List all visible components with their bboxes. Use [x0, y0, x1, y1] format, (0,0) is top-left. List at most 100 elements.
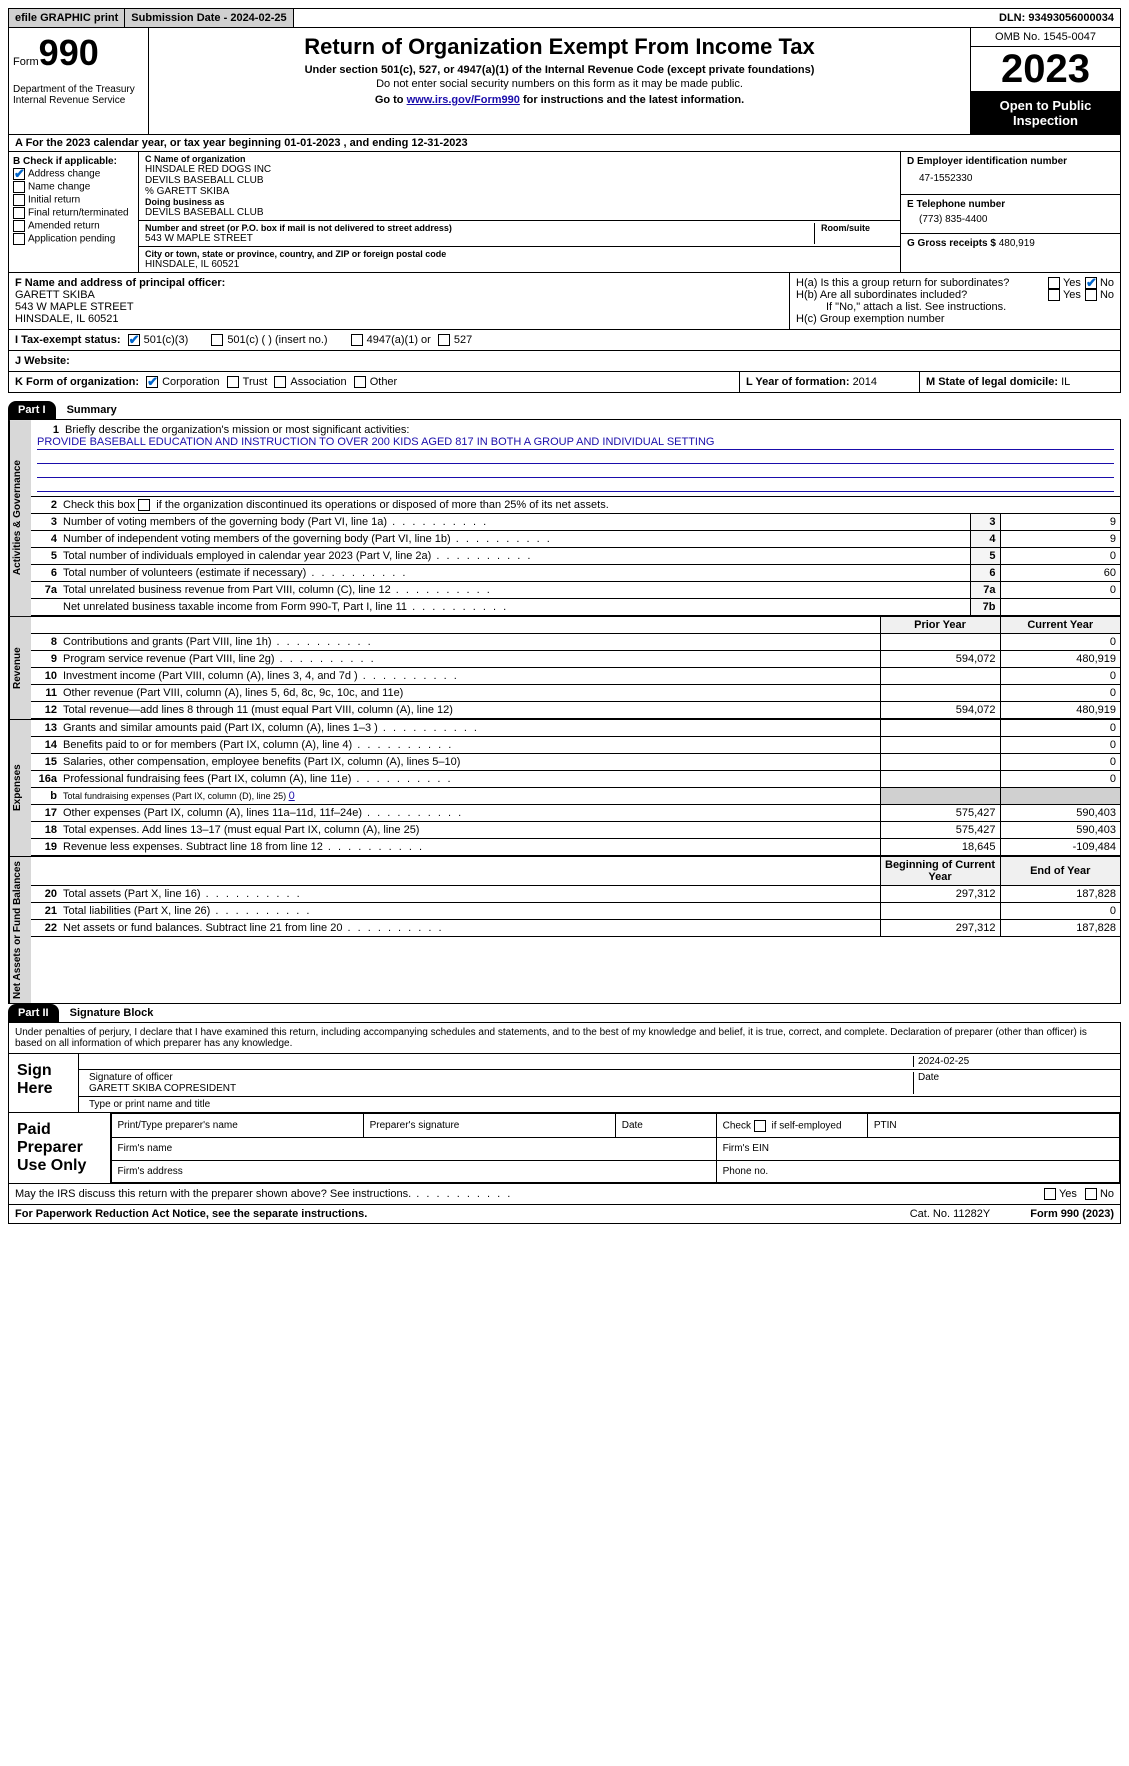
ha-yes-cb[interactable] [1048, 277, 1060, 289]
form-title: Return of Organization Exempt From Incom… [155, 34, 964, 60]
v7b [1000, 599, 1120, 616]
cb-assoc[interactable] [274, 376, 286, 388]
p20: 297,312 [880, 886, 1000, 903]
p13 [880, 720, 1000, 737]
ha-label: H(a) Is this a group return for subordin… [796, 277, 1048, 289]
subtitle-1: Under section 501(c), 527, or 4947(a)(1)… [155, 64, 964, 76]
l11: Other revenue (Part VIII, column (A), li… [63, 687, 403, 699]
subtitle-2: Do not enter social security numbers on … [155, 78, 964, 90]
org-name-2: DEVILS BASEBALL CLUB [145, 175, 894, 186]
m-label: M State of legal domicile: [926, 376, 1061, 388]
ha-no-cb[interactable] [1085, 277, 1097, 289]
cb-app-pending[interactable]: Application pending [13, 233, 134, 245]
l1-label: Briefly describe the organization's miss… [65, 424, 409, 436]
cb-address-change[interactable]: Address change [13, 168, 134, 180]
v5: 0 [1000, 548, 1120, 565]
sig-label: Signature of officer [89, 1072, 173, 1083]
prep-sig-label: Preparer's signature [363, 1114, 615, 1138]
discuss-no: No [1100, 1188, 1114, 1200]
cb-501c[interactable] [211, 334, 223, 346]
no-label: No [1100, 277, 1114, 289]
opt-other: Other [370, 376, 398, 388]
sub-date-value: 2024-02-25 [230, 12, 286, 24]
dba-value: DEVILS BASEBALL CLUB [145, 207, 894, 218]
ptin-label: PTIN [867, 1114, 1119, 1138]
efile-print-button[interactable]: efile GRAPHIC print [9, 9, 125, 27]
phone-label: Phone no. [716, 1160, 1119, 1183]
omb-number: OMB No. 1545-0047 [971, 28, 1120, 47]
p9: 594,072 [880, 651, 1000, 668]
discuss-label: May the IRS discuss this return with the… [15, 1188, 1044, 1200]
part1-title: Summary [59, 401, 125, 420]
form-header: Form990 Department of the Treasury Inter… [8, 28, 1121, 135]
sub-date-label: Submission Date - [131, 12, 230, 24]
part1-revenue: Revenue Prior YearCurrent Year 8Contribu… [8, 617, 1121, 720]
l22: Net assets or fund balances. Subtract li… [63, 922, 444, 934]
row-klm: K Form of organization: Corporation Trus… [8, 372, 1121, 393]
l5: Total number of individuals employed in … [63, 550, 532, 562]
street-label: Number and street (or P.O. box if mail i… [145, 223, 814, 233]
discuss-yes-cb[interactable] [1044, 1188, 1056, 1200]
city-value: HINSDALE, IL 60521 [145, 259, 894, 270]
cb-4947[interactable] [351, 334, 363, 346]
c22: 187,828 [1000, 920, 1120, 937]
p8 [880, 634, 1000, 651]
l8: Contributions and grants (Part VIII, lin… [63, 636, 373, 648]
cb-initial-return[interactable]: Initial return [13, 194, 134, 206]
cb-discontinued[interactable] [138, 499, 150, 511]
revenue-table: Prior YearCurrent Year 8Contributions an… [31, 617, 1120, 719]
cb-self-employed[interactable] [754, 1120, 766, 1132]
prior-hdr: Prior Year [880, 617, 1000, 634]
cb-trust[interactable] [227, 376, 239, 388]
cb-501c3[interactable] [128, 334, 140, 346]
cb-corp[interactable] [146, 376, 158, 388]
header-center: Return of Organization Exempt From Incom… [149, 28, 970, 134]
prep-date-label: Date [615, 1114, 716, 1138]
l16b-pre: Total fundraising expenses (Part IX, col… [63, 791, 289, 801]
hb-yes-cb[interactable] [1048, 289, 1060, 301]
expenses-table: 13Grants and similar amounts paid (Part … [31, 720, 1120, 856]
l16a: Professional fundraising fees (Part IX, … [63, 773, 453, 785]
end-hdr: End of Year [1000, 857, 1120, 886]
irs-link[interactable]: www.irs.gov/Form990 [407, 94, 520, 106]
cb-other[interactable] [354, 376, 366, 388]
v3: 9 [1000, 514, 1120, 531]
paid-preparer-block: Paid Preparer Use Only Print/Type prepar… [8, 1113, 1121, 1184]
b-header: B Check if applicable: [13, 156, 134, 167]
officer-city: HINSDALE, IL 60521 [15, 313, 783, 325]
l7b: Net unrelated business taxable income fr… [63, 601, 508, 613]
department: Department of the Treasury Internal Reve… [13, 84, 144, 106]
c-name-label: C Name of organization [145, 154, 894, 164]
cb-final-return[interactable]: Final return/terminated [13, 207, 134, 219]
street-value: 543 W MAPLE STREET [145, 233, 814, 244]
l-value: 2014 [853, 376, 877, 388]
cb-527[interactable] [438, 334, 450, 346]
self-employed-cell: Check if self-employed [716, 1114, 867, 1138]
officer-signature: GARETT SKIBA COPRESIDENT [89, 1083, 236, 1094]
dln-label: DLN: [999, 12, 1028, 24]
p22: 297,312 [880, 920, 1000, 937]
tax-year: 2023 [971, 47, 1120, 92]
discuss-no-cb[interactable] [1085, 1188, 1097, 1200]
side-label-governance: Activities & Governance [9, 420, 31, 616]
firm-name-label: Firm's name [111, 1138, 716, 1161]
l13: Grants and similar amounts paid (Part IX… [63, 722, 479, 734]
tel-value: (773) 835-4400 [907, 210, 1114, 229]
p10 [880, 668, 1000, 685]
form-prefix: Form [13, 56, 39, 68]
row-j-website: J Website: [8, 351, 1121, 372]
netassets-table: Beginning of Current YearEnd of Year 20T… [31, 857, 1120, 937]
c16a: 0 [1000, 771, 1120, 788]
yes-label: Yes [1063, 277, 1081, 289]
p14 [880, 737, 1000, 754]
cb-amended[interactable]: Amended return [13, 220, 134, 232]
hb-no-cb[interactable] [1085, 289, 1097, 301]
gross-label: G Gross receipts $ [907, 238, 999, 249]
cb-name-change[interactable]: Name change [13, 181, 134, 193]
type-name-label: Type or print name and title [85, 1099, 214, 1110]
goto-post: for instructions and the latest informat… [520, 94, 744, 106]
row-a-tax-year: A For the 2023 calendar year, or tax yea… [8, 135, 1121, 152]
l19: Revenue less expenses. Subtract line 18 … [63, 841, 424, 853]
yes-label-2: Yes [1063, 289, 1081, 301]
h-group: H(a) Is this a group return for subordin… [790, 273, 1120, 329]
